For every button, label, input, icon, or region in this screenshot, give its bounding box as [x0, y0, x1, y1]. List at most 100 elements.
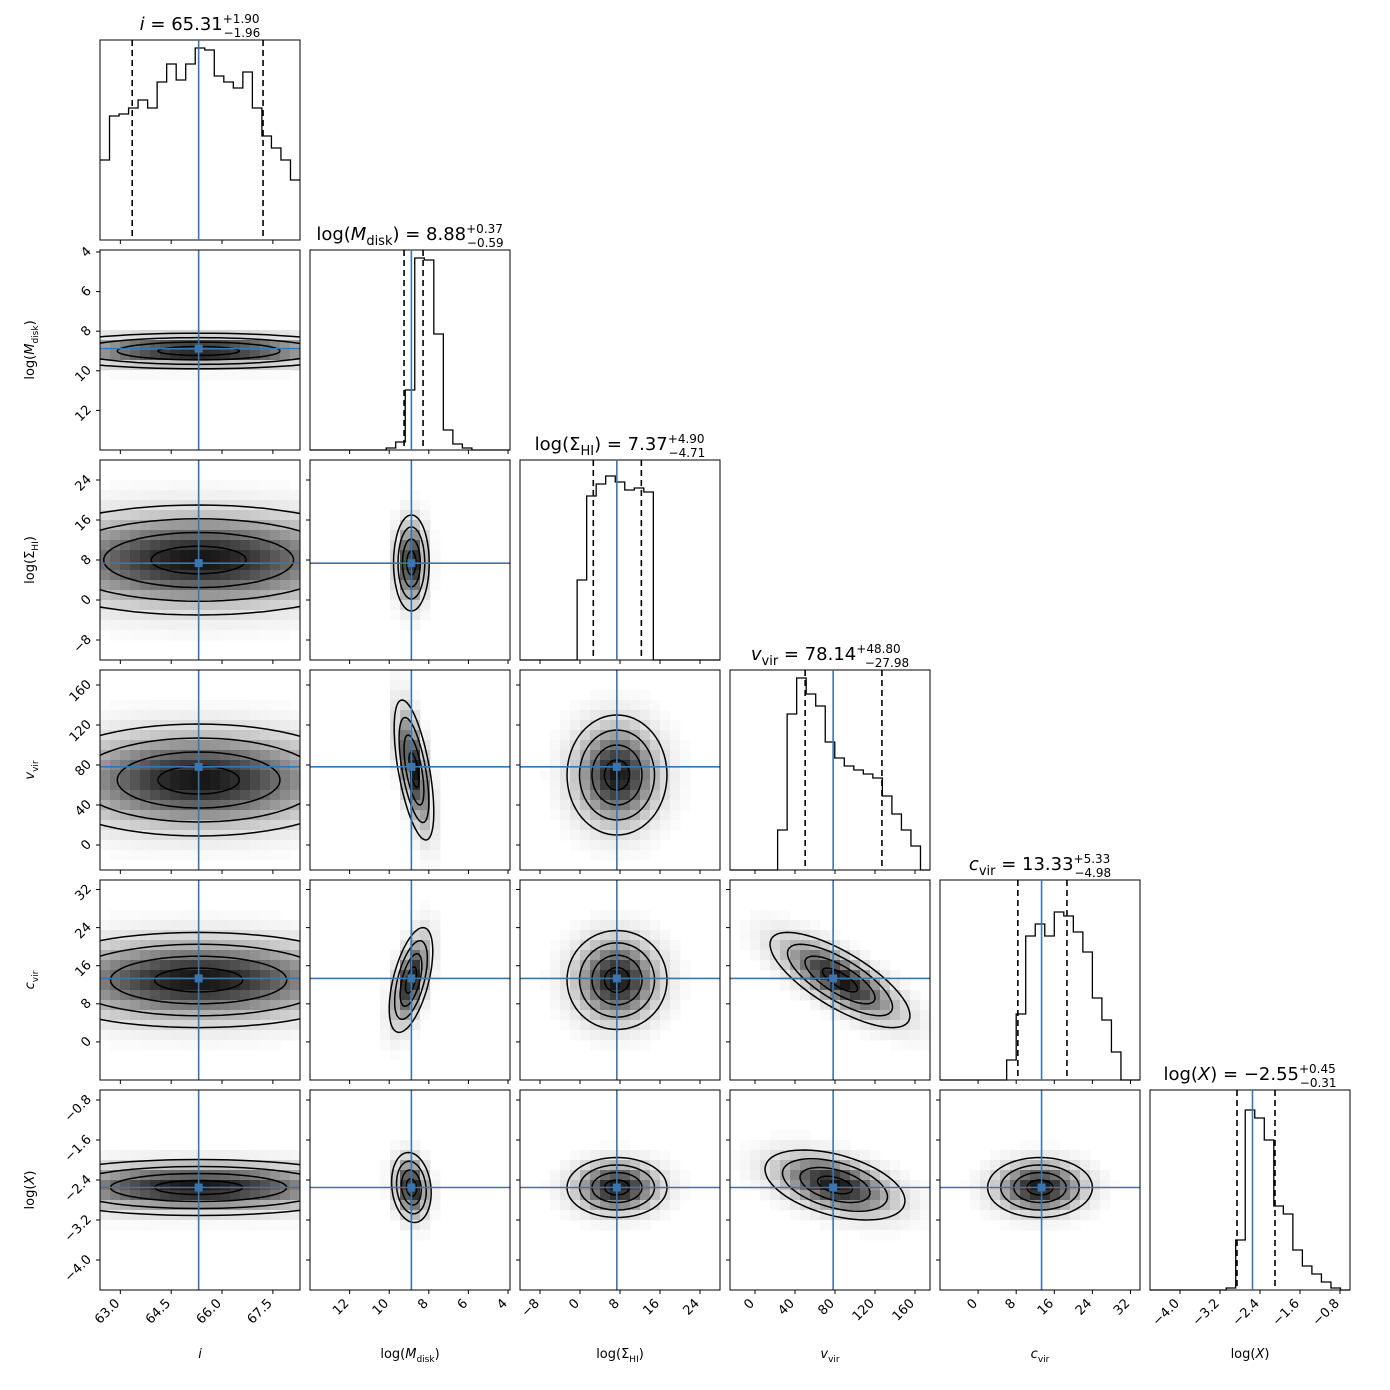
- density-cell: [580, 810, 591, 821]
- density-cell: [120, 920, 131, 931]
- density-cell: [860, 980, 871, 991]
- density-cell: [180, 720, 191, 731]
- density-cell: [410, 700, 421, 711]
- density-cell: [280, 600, 291, 611]
- density-cell: [390, 780, 401, 791]
- density-cell: [660, 800, 671, 811]
- density-cell: [240, 370, 251, 381]
- density-cell: [260, 570, 271, 581]
- density-cell: [590, 940, 601, 951]
- density-cell: [160, 850, 171, 861]
- density-cell: [850, 1210, 861, 1221]
- density-cell: [400, 530, 411, 541]
- density-cell: [250, 600, 261, 611]
- density-cell: [290, 610, 300, 621]
- density-cell: [860, 1210, 871, 1221]
- density-cell: [830, 940, 841, 951]
- density-cell: [570, 1010, 581, 1021]
- density-cell: [220, 630, 231, 641]
- density-cell: [910, 1040, 921, 1051]
- density-cell: [750, 920, 761, 931]
- density-cell: [630, 1150, 641, 1161]
- density-cell: [100, 1150, 111, 1161]
- density-panel-sigmahi-cvir: [516, 879, 721, 1084]
- density-cell: [200, 510, 211, 521]
- density-cell: [410, 1210, 421, 1221]
- density-cell: [580, 700, 591, 711]
- density-cell: [100, 510, 111, 521]
- density-cell: [160, 810, 171, 821]
- density-cell: [120, 810, 131, 821]
- density-cell: [160, 480, 171, 491]
- density-cell: [570, 810, 581, 821]
- density-cell: [670, 960, 681, 971]
- density-cell: [420, 780, 431, 791]
- contour-2: [100, 518, 300, 603]
- density-cell: [120, 740, 131, 751]
- density-cell: [570, 980, 581, 991]
- density-cell: [430, 560, 441, 571]
- density-cell: [120, 830, 131, 841]
- density-cell: [260, 520, 271, 531]
- density-cell: [400, 500, 411, 511]
- density-cell: [600, 1020, 611, 1031]
- density-cell: [260, 830, 271, 841]
- density-cell: [410, 800, 421, 811]
- density-cell: [160, 340, 171, 351]
- contour-2: [781, 1158, 889, 1212]
- density-cell: [630, 1030, 641, 1041]
- density-cell: [220, 600, 231, 611]
- density-cell: [180, 560, 191, 571]
- density-cell: [150, 700, 161, 711]
- density-cell: [230, 620, 241, 631]
- density-cell: [250, 760, 261, 771]
- density-cell: [270, 1020, 281, 1031]
- density-cell: [900, 1040, 911, 1051]
- density-cell: [130, 740, 141, 751]
- density-cell: [260, 920, 271, 931]
- density-cell: [860, 1180, 871, 1191]
- density-cell: [240, 720, 251, 731]
- density-cell: [270, 530, 281, 541]
- density-cell: [920, 1000, 930, 1011]
- density-cell: [260, 800, 271, 811]
- density-cell: [100, 770, 111, 781]
- density-cell: [170, 620, 181, 631]
- density-cell: [860, 950, 871, 961]
- density-cell: [420, 850, 431, 861]
- density-cell: [220, 580, 231, 591]
- density-cell: [670, 730, 681, 741]
- density-cell: [130, 1210, 141, 1221]
- contour-1: [116, 751, 281, 809]
- density-cell: [150, 620, 161, 631]
- density-cell: [860, 1000, 871, 1011]
- density-cell: [250, 710, 261, 721]
- density-cell: [270, 1030, 281, 1041]
- density-cell: [110, 940, 121, 951]
- density-cell: [260, 1020, 271, 1031]
- density-cell: [850, 1000, 861, 1011]
- density-cell: [760, 1190, 771, 1201]
- density-cell: [100, 1200, 111, 1211]
- density-cell: [150, 720, 161, 731]
- density-cell: [410, 1230, 421, 1241]
- density-cell: [160, 350, 171, 361]
- density-cell: [990, 1200, 1001, 1211]
- title-i: i = 65.31+1.90 −1.96: [140, 12, 261, 40]
- density-cell: [620, 1170, 631, 1181]
- density-cell: [630, 910, 641, 921]
- density-cell: [610, 840, 621, 851]
- density-cell: [180, 730, 191, 741]
- density-cell: [870, 1170, 881, 1181]
- density-cell: [760, 1170, 771, 1181]
- density-cell: [1100, 1170, 1111, 1181]
- density-cell: [170, 550, 181, 561]
- density-cell: [760, 940, 771, 951]
- density-cell: [430, 780, 441, 791]
- xtick-label-sigmahi-3: 16: [641, 1296, 663, 1318]
- density-cell: [230, 560, 241, 571]
- density-cell: [420, 500, 431, 511]
- density-cell: [220, 550, 231, 561]
- density-cell: [200, 1180, 211, 1191]
- density-cell: [260, 930, 271, 941]
